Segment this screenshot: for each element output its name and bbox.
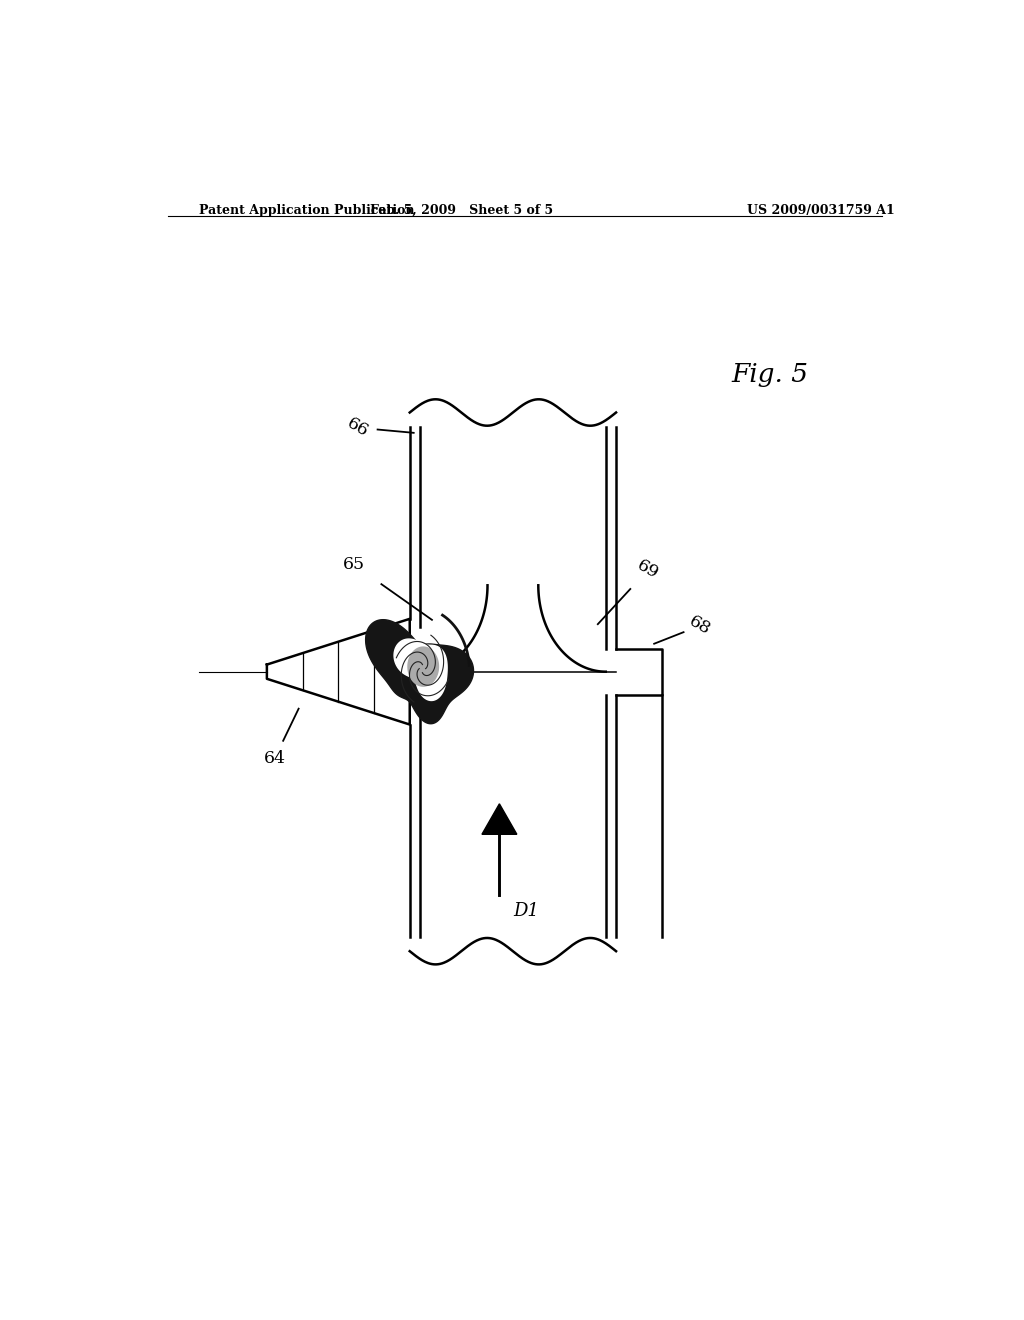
Text: 66: 66 bbox=[344, 414, 372, 441]
Text: D1: D1 bbox=[513, 903, 539, 920]
Text: 64: 64 bbox=[264, 750, 286, 767]
Text: Patent Application Publication: Patent Application Publication bbox=[200, 205, 415, 216]
Text: Fig. 5: Fig. 5 bbox=[731, 362, 808, 387]
Polygon shape bbox=[482, 804, 517, 834]
Text: 68: 68 bbox=[686, 612, 713, 639]
Polygon shape bbox=[366, 619, 473, 723]
Text: 69: 69 bbox=[634, 557, 662, 583]
Text: 65: 65 bbox=[343, 557, 366, 573]
Text: Feb. 5, 2009   Sheet 5 of 5: Feb. 5, 2009 Sheet 5 of 5 bbox=[370, 205, 553, 216]
Polygon shape bbox=[394, 639, 447, 701]
Polygon shape bbox=[408, 647, 438, 686]
Text: US 2009/0031759 A1: US 2009/0031759 A1 bbox=[748, 205, 895, 216]
